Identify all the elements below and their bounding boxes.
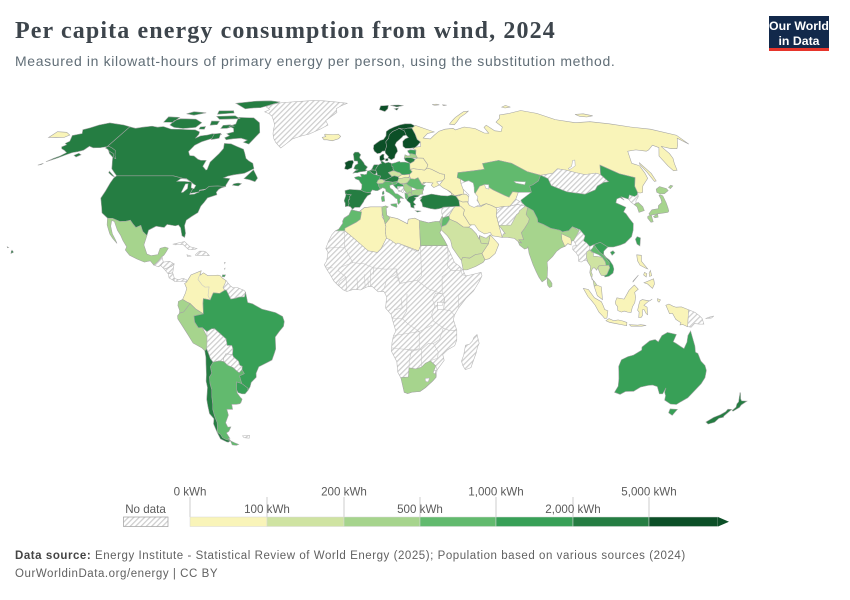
svg-text:0 kWh: 0 kWh (174, 486, 207, 499)
svg-text:1,000 kWh: 1,000 kWh (468, 486, 523, 499)
svg-text:2,000 kWh: 2,000 kWh (545, 503, 600, 516)
svg-text:No data: No data (125, 503, 166, 516)
svg-text:500 kWh: 500 kWh (397, 503, 443, 516)
svg-text:200 kWh: 200 kWh (321, 486, 367, 499)
svg-text:100 kWh: 100 kWh (244, 503, 290, 516)
svg-text:5,000 kWh: 5,000 kWh (621, 486, 676, 499)
